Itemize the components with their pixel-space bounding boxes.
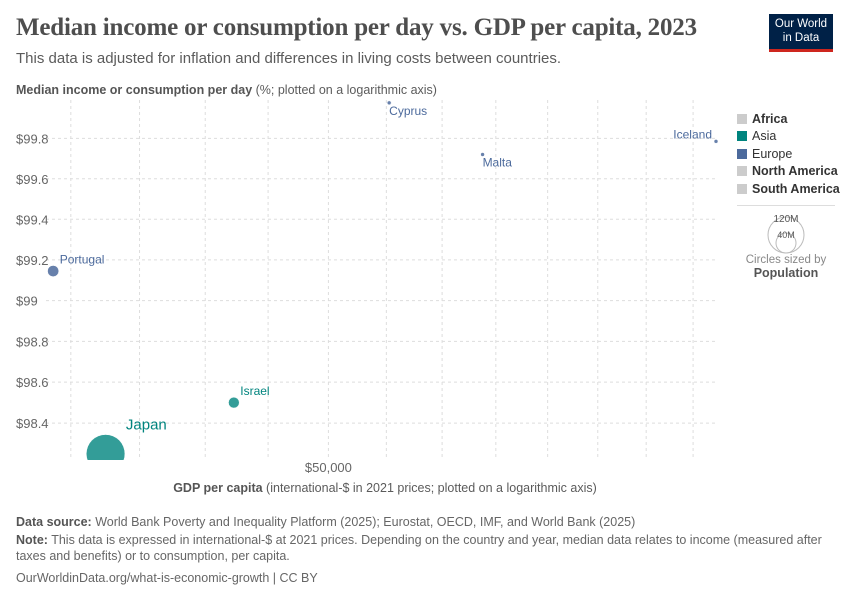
x-axis-label-bold: GDP per capita <box>173 481 263 495</box>
data-point-cyprus <box>386 100 392 106</box>
y-tick-label: $98.6 <box>16 375 49 390</box>
legend-swatch <box>737 148 747 159</box>
legend-swatch <box>737 183 747 194</box>
legend-swatch <box>737 131 747 142</box>
chart-title: Median income or consumption per day vs.… <box>16 14 697 41</box>
data-label-portugal: Portugal <box>60 252 105 266</box>
y-tick-label: $99 <box>16 294 38 309</box>
data-point-japan <box>86 434 126 460</box>
x-tick-label: $50,000 <box>305 460 352 475</box>
size-label-40m: 40M <box>777 230 795 240</box>
legend-item-south-america[interactable]: South America <box>737 180 840 198</box>
chart-subtitle: This data is adjusted for inflation and … <box>16 50 562 67</box>
legend-swatch <box>737 166 747 177</box>
source-url[interactable]: OurWorldinData.org/what-is-economic-grow… <box>16 571 318 585</box>
color-legend: Africa Asia Europe North America South A… <box>737 110 840 198</box>
y-tick-label: $99.6 <box>16 172 49 187</box>
owid-logo[interactable]: Our World in Data <box>769 14 833 52</box>
y-axis-label: Median income or consumption per day (%;… <box>16 83 437 97</box>
y-tick-label: $98.8 <box>16 334 49 349</box>
legend-swatch <box>737 113 747 124</box>
legend-label: South America <box>752 181 840 196</box>
data-point-portugal <box>47 265 60 277</box>
source-text: World Bank Poverty and Inequality Platfo… <box>91 515 636 529</box>
y-axis-label-bold: Median income or consumption per day <box>16 83 253 97</box>
y-tick-label: $99.4 <box>16 212 49 227</box>
y-tick-label: $99.2 <box>16 253 49 268</box>
data-label-japan: Japan <box>126 417 167 434</box>
note: Note: This data is expressed in internat… <box>16 532 826 564</box>
size-circle-40m <box>775 232 797 254</box>
note-label: Note: <box>16 533 48 547</box>
legend-label: Africa <box>752 111 788 126</box>
x-axis-label-rest: (international-$ in 2021 prices; plotted… <box>262 481 597 495</box>
legend-item-europe[interactable]: Europe <box>737 145 840 163</box>
data-label-iceland: Iceland <box>673 127 712 141</box>
data-point-israel <box>228 396 240 409</box>
data-label-cyprus: Cyprus <box>389 104 427 118</box>
legend-item-asia[interactable]: Asia <box>737 128 840 146</box>
note-text: This data is expressed in international-… <box>16 533 822 563</box>
y-tick-label: $98.4 <box>16 416 49 431</box>
data-point-iceland <box>713 139 719 144</box>
legend-label: Europe <box>752 146 793 161</box>
legend-item-africa[interactable]: Africa <box>737 110 840 128</box>
legend-item-north-america[interactable]: North America <box>737 163 840 181</box>
size-legend-variable: Population <box>753 266 819 280</box>
size-legend: 120M 40M Circles sized by Population <box>737 205 835 280</box>
legend-label: Asia <box>752 129 777 144</box>
x-axis-label: GDP per capita (international-$ in 2021 … <box>0 481 770 495</box>
size-legend-circles: 120M 40M <box>767 214 805 254</box>
data-point-malta <box>480 152 485 157</box>
size-legend-caption: Circles sized by <box>745 254 827 266</box>
data-label-israel: Israel <box>240 384 269 398</box>
size-label-120m: 120M <box>773 214 798 225</box>
y-tick-label: $99.8 <box>16 131 49 146</box>
data-label-malta: Malta <box>483 156 513 170</box>
legend-label: North America <box>752 164 838 179</box>
data-source: Data source: World Bank Poverty and Ineq… <box>16 514 635 530</box>
logo-line-2: in Data <box>782 32 820 44</box>
source-label: Data source: <box>16 515 92 529</box>
logo-line-1: Our World <box>774 18 828 30</box>
y-axis-label-rest: (%; plotted on a logarithmic axis) <box>252 83 437 97</box>
